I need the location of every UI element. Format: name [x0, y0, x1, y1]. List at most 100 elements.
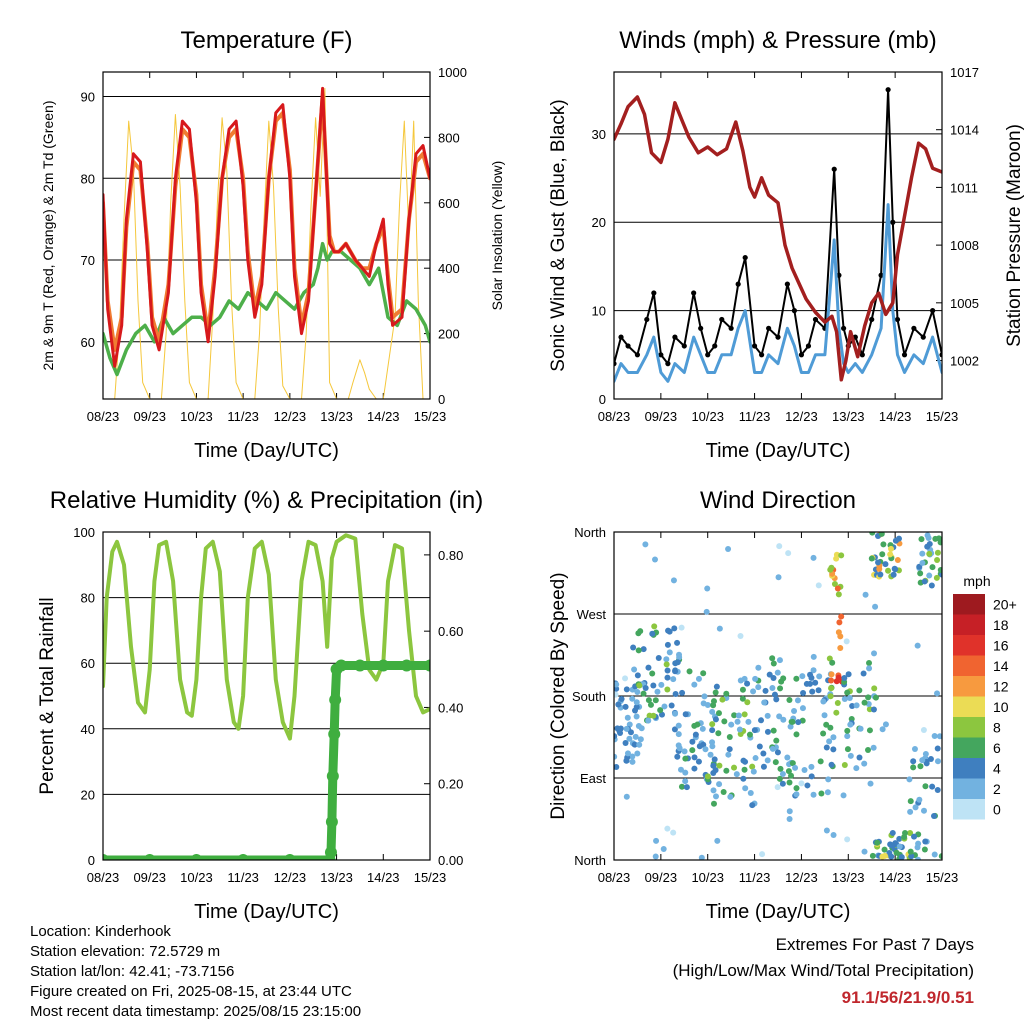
temperature-xtick: 08/23: [87, 409, 120, 424]
direction-point: [652, 697, 659, 704]
direction-point: [774, 749, 781, 756]
direction-point: [867, 780, 874, 787]
direction-point: [674, 659, 681, 666]
colorbar-label: 2: [993, 781, 1001, 797]
direction-point: [934, 690, 941, 697]
direction-point: [921, 846, 928, 853]
rainfall-series-line: [103, 661, 430, 860]
temperature-y2tick: 600: [438, 196, 460, 211]
direction-point: [810, 554, 817, 561]
direction-point: [870, 706, 877, 713]
direction-point: [856, 687, 863, 694]
humidity-xtick: 10/23: [180, 870, 213, 885]
direction-point: [695, 675, 702, 682]
temperature-ytick: 80: [81, 171, 95, 186]
temperature-ytick: 60: [81, 335, 95, 350]
rainfall-point: [377, 659, 390, 672]
direction-point: [890, 571, 897, 578]
direction-point: [670, 676, 677, 683]
direction-point: [653, 837, 660, 844]
direction-point: [654, 688, 661, 695]
direction-point: [919, 550, 926, 557]
direction-point: [744, 680, 751, 687]
direction-point: [776, 775, 783, 782]
direction-point: [868, 555, 875, 562]
direction-point: [907, 830, 914, 837]
direction-point: [707, 751, 714, 758]
direction-point: [843, 638, 850, 645]
direction-xtick: 09/23: [645, 870, 678, 885]
direction-point: [786, 816, 793, 823]
direction-point: [637, 736, 644, 743]
direction-point: [835, 674, 842, 681]
direction-point: [652, 853, 659, 860]
direction-point: [929, 783, 936, 790]
direction-point: [934, 786, 941, 793]
rainfall-point: [328, 728, 341, 741]
rainfall-point: [335, 659, 348, 672]
rainfall-point: [103, 854, 109, 860]
direction-point: [745, 718, 752, 725]
direction-point: [675, 731, 682, 738]
direction-point: [637, 628, 644, 635]
direction-point: [835, 629, 842, 636]
temperature-xtick: 15/23: [414, 409, 447, 424]
winds-y2tick: 1011: [950, 180, 978, 195]
direction-point: [882, 721, 889, 728]
temperature-ytick: 90: [81, 90, 95, 105]
humidity-ytick: 80: [81, 591, 95, 606]
direction-point: [764, 728, 771, 735]
direction-point: [665, 627, 672, 634]
direction-point: [670, 577, 677, 584]
direction-point: [815, 582, 822, 589]
humidity-y2tick: 0.00: [438, 853, 463, 868]
direction-point: [836, 619, 843, 626]
direction-point: [774, 784, 781, 791]
direction-point: [795, 719, 802, 726]
direction-point: [760, 763, 767, 770]
direction-point: [784, 754, 791, 761]
direction-point: [751, 727, 758, 734]
direction-point: [657, 707, 664, 714]
direction-point: [907, 798, 914, 805]
direction-point: [704, 702, 711, 709]
direction-point: [786, 697, 793, 704]
winds-ytick: 20: [592, 215, 606, 230]
humidity-y2tick: 0.60: [438, 624, 463, 639]
temperature-y2tick: 200: [438, 327, 460, 342]
direction-point: [770, 674, 777, 681]
direction-point: [866, 727, 873, 734]
direction-point: [664, 641, 671, 648]
winds-y2tick: 1014: [950, 123, 979, 138]
direction-point: [844, 746, 851, 753]
direction-ytick: North: [574, 853, 606, 868]
direction-point: [740, 775, 747, 782]
pressure-series-line: [614, 95, 942, 382]
direction-point: [686, 668, 693, 675]
direction-point: [676, 745, 683, 752]
direction-point: [739, 686, 746, 693]
direction-point: [664, 667, 671, 674]
direction-point: [645, 664, 652, 671]
direction-point: [787, 723, 794, 730]
direction-point: [672, 710, 679, 717]
direction-point: [937, 539, 942, 546]
direction-point: [710, 800, 717, 807]
direction-point: [912, 804, 919, 811]
colorbar-swatch: [953, 614, 985, 635]
direction-point: [752, 755, 759, 762]
colorbar-swatch: [953, 778, 985, 799]
direction-point: [762, 687, 769, 694]
direction-point: [723, 690, 730, 697]
direction-point: [777, 765, 784, 772]
direction-point: [677, 766, 684, 773]
direction-point: [716, 781, 723, 788]
direction-point: [869, 532, 876, 536]
direction-point: [746, 731, 753, 738]
humidity-xlabel: Time (Day/UTC): [194, 901, 339, 923]
rainfall-point: [143, 854, 156, 860]
temperature-xtick: 11/23: [227, 409, 259, 424]
direction-point: [709, 727, 716, 734]
rainfall-point: [325, 815, 338, 828]
direction-point: [823, 721, 830, 728]
